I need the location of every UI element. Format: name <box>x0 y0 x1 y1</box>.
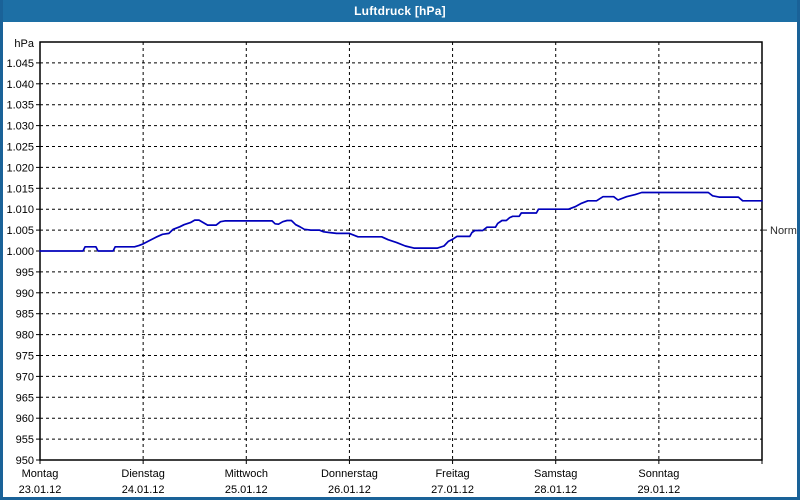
y-tick-label: 960 <box>16 413 34 425</box>
y-tick-label: 1.000 <box>6 246 34 258</box>
x-day-label: Sonntag <box>638 468 679 480</box>
y-tick-label: 965 <box>16 392 34 404</box>
y-tick-label: 1.010 <box>6 204 34 216</box>
y-tick-label: 970 <box>16 371 34 383</box>
x-date-label: 28.01.12 <box>534 484 577 496</box>
y-tick-label: 1.040 <box>6 79 34 91</box>
y-tick-label: 1.015 <box>6 183 34 195</box>
x-date-label: 25.01.12 <box>225 484 268 496</box>
y-grid-and-labels: 1.045 1.040 1.035 1.030 1.025 1.020 1.015 1.010… <box>6 58 762 467</box>
y-tick-label: 1.035 <box>6 100 34 112</box>
y-tick-label: 1.045 <box>6 58 34 70</box>
x-day-label: Donnerstag <box>321 468 378 480</box>
y-tick-label: 980 <box>16 330 34 342</box>
window-titlebar: Luftdruck [hPa] <box>0 0 800 22</box>
y-tick-label: 995 <box>16 267 34 279</box>
x-date-label: 24.01.12 <box>122 484 165 496</box>
x-date-label: 26.01.12 <box>328 484 371 496</box>
x-day-label: Dienstag <box>121 468 164 480</box>
y-tick-label: 990 <box>16 288 34 300</box>
pressure-chart: 1.045 1.040 1.035 1.030 1.025 1.020 1.015 1.010… <box>6 38 800 496</box>
pressure-line <box>39 191 763 252</box>
x-day-label: Mittwoch <box>225 468 268 480</box>
y-tick-label: 1.005 <box>6 225 34 237</box>
x-day-label: Freitag <box>435 468 469 480</box>
x-day-label: Samstag <box>534 468 577 480</box>
y-tick-label: 950 <box>16 455 34 467</box>
y-tick-label: 1.025 <box>6 142 34 154</box>
y-tick-label: 985 <box>16 309 34 321</box>
y-tick-label: 975 <box>16 351 34 363</box>
x-day-label: Montag <box>22 468 59 480</box>
y-tick-label: 1.020 <box>6 162 34 174</box>
chart-content: 1.045 1.040 1.035 1.030 1.025 1.020 1.015 1.010… <box>3 22 800 497</box>
x-date-label: 23.01.12 <box>19 484 62 496</box>
window-title: Luftdruck [hPa] <box>354 4 446 18</box>
y-tick-label: 955 <box>16 434 34 446</box>
x-date-label: 27.01.12 <box>431 484 474 496</box>
y-tick-label: 1.030 <box>6 121 34 133</box>
normal-marker-label: Normal <box>770 225 797 237</box>
x-grid-and-labels: Montag 23.01.12 Dienstag 24.01.12 Mittwoch 25… <box>19 42 763 496</box>
y-axis-unit-label: hPa <box>14 38 34 50</box>
x-date-label: 29.01.12 <box>637 484 680 496</box>
